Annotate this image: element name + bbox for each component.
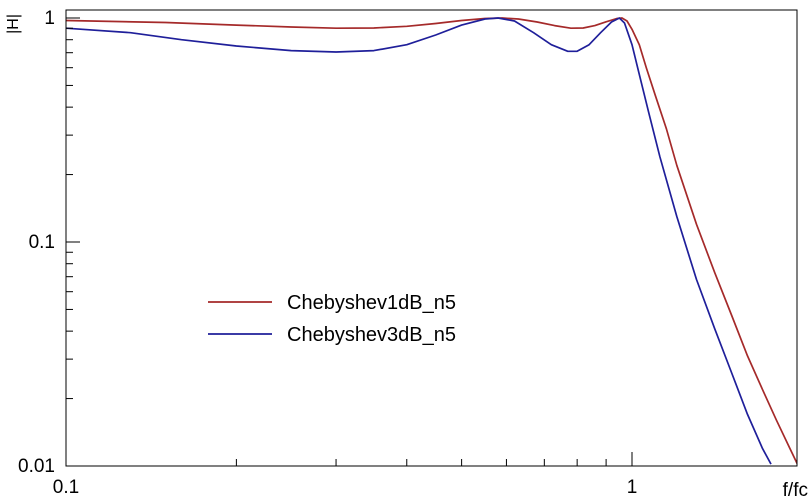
x-tick-label: 0.1 xyxy=(53,477,79,498)
plot-frame xyxy=(65,9,798,467)
legend-label-1: Chebyshev1dB_n5 xyxy=(287,292,456,314)
series-line-1 xyxy=(66,17,797,465)
axis-ticks xyxy=(65,17,633,467)
x-tick-label: 1 xyxy=(627,477,638,498)
y-tick-label: 0.1 xyxy=(29,232,55,253)
series-line-2 xyxy=(66,17,772,465)
series-layer xyxy=(66,17,797,465)
y-tick-label: 0.01 xyxy=(18,456,55,477)
legend-label-2: Chebyshev3dB_n5 xyxy=(287,324,456,346)
y-axis-label: |H| xyxy=(5,14,22,34)
axis-tick-labels: 0.1 10.010.11 xyxy=(18,8,637,498)
legend: Chebyshev1dB_n5 Chebyshev3dB_n5 xyxy=(208,292,456,346)
y-tick-label: 1 xyxy=(44,8,55,29)
x-axis-label: f/fc xyxy=(783,480,808,501)
